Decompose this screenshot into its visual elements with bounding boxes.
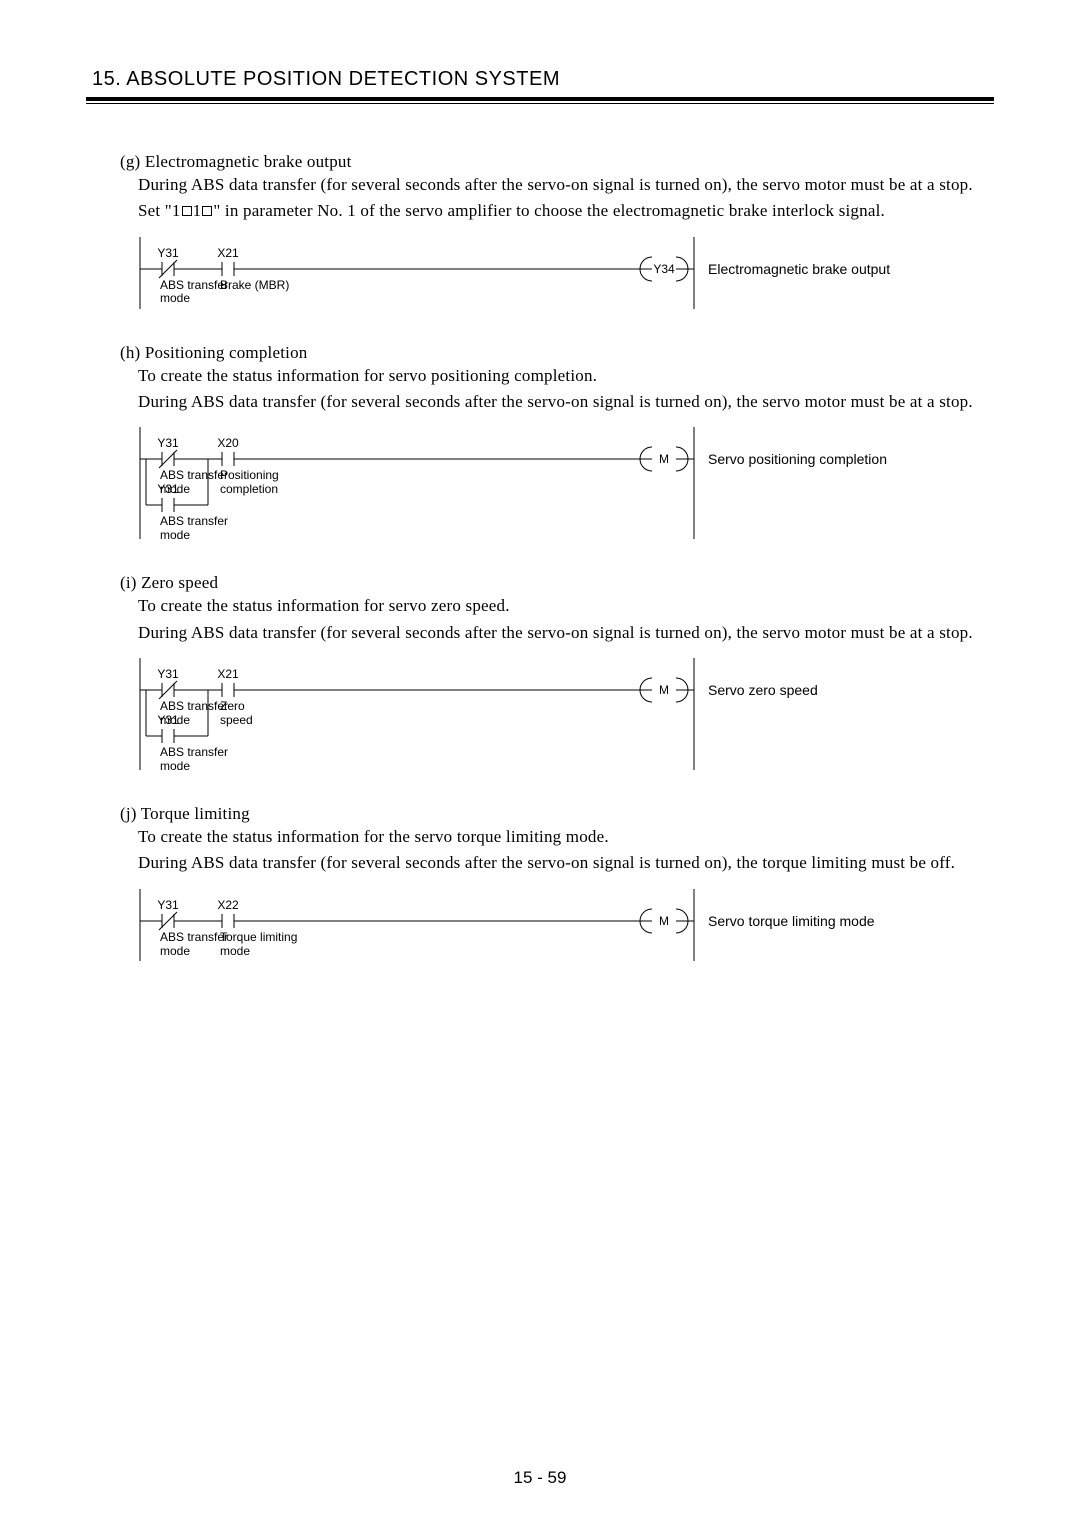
section-i-para1: To create the status information for ser… xyxy=(138,596,510,615)
contact-label: Torque limiting mode xyxy=(220,931,297,959)
output-description: Servo positioning completion xyxy=(708,451,887,467)
section-i-body: To create the status information for ser… xyxy=(120,593,994,646)
section-g-para2-mid: 1 xyxy=(193,201,202,220)
svg-text:M: M xyxy=(659,914,669,928)
section-h: (h) Positioning completion To create the… xyxy=(86,343,994,544)
svg-text:M: M xyxy=(659,452,669,466)
contact-label: ABS transfer mode xyxy=(160,700,228,728)
thick-rule xyxy=(86,97,994,101)
diagram-j: M Y31 X22 ABS transfer modeTorque limiting … xyxy=(138,885,954,965)
section-g-para2-prefix: Set "1 xyxy=(138,201,181,220)
section-g-heading: (g) Electromagnetic brake output xyxy=(120,152,994,172)
contact-label: ABS transfer mode xyxy=(160,279,228,307)
contact-label: ABS transfer mode xyxy=(160,746,228,774)
svg-text:Y31: Y31 xyxy=(157,667,179,681)
section-j-para1: To create the status information for the… xyxy=(138,827,609,846)
param-box-icon xyxy=(202,206,212,216)
section-g-body: During ABS data transfer (for several se… xyxy=(120,172,994,225)
section-h-body: To create the status information for ser… xyxy=(120,363,994,416)
svg-text:Y31: Y31 xyxy=(157,246,179,260)
section-g-para2-suffix: " in parameter No. 1 of the servo amplif… xyxy=(213,201,885,220)
section-j: (j) Torque limiting To create the status… xyxy=(86,804,994,965)
svg-text:X21: X21 xyxy=(217,246,239,260)
contact-label: ABS transfer mode xyxy=(160,515,228,543)
contact-label: Positioning completion xyxy=(220,469,279,497)
page-number: 15 - 59 xyxy=(0,1468,1080,1488)
diagram-g: Y34 Y31 X21 ABS transfer modeBrake (MBR) Ele… xyxy=(138,233,954,313)
svg-text:Y31: Y31 xyxy=(157,436,179,450)
svg-text:X22: X22 xyxy=(217,898,239,912)
contact-label: ABS transfer mode xyxy=(160,931,228,959)
chapter-title: 15. ABSOLUTE POSITION DETECTION SYSTEM xyxy=(86,68,994,97)
diagram-i: MY31X21Y31ABS transfer modeZero speedABS… xyxy=(138,654,954,774)
section-j-body: To create the status information for the… xyxy=(120,824,994,877)
contact-label: Zero speed xyxy=(220,700,253,728)
chapter-header: 15. ABSOLUTE POSITION DETECTION SYSTEM xyxy=(86,68,994,104)
contact-label: Brake (MBR) xyxy=(220,279,289,293)
section-i-para2: During ABS data transfer (for several se… xyxy=(138,623,973,642)
thin-rule xyxy=(86,103,994,104)
contact-label: ABS transfer mode xyxy=(160,469,228,497)
section-j-para2: During ABS data transfer (for several se… xyxy=(138,853,955,872)
section-h-para2: During ABS data transfer (for several se… xyxy=(138,392,973,411)
section-h-heading: (h) Positioning completion xyxy=(120,343,994,363)
output-description: Servo zero speed xyxy=(708,682,818,698)
section-j-heading: (j) Torque limiting xyxy=(120,804,994,824)
section-i: (i) Zero speed To create the status info… xyxy=(86,573,994,774)
param-box-icon xyxy=(182,206,192,216)
svg-text:Y31: Y31 xyxy=(157,898,179,912)
svg-text:Y34: Y34 xyxy=(653,262,675,276)
svg-text:M: M xyxy=(659,683,669,697)
output-description: Electromagnetic brake output xyxy=(708,261,890,277)
diagram-h: MY31X20Y31ABS transfer modePositioning c… xyxy=(138,423,954,543)
svg-text:X20: X20 xyxy=(217,436,239,450)
section-i-heading: (i) Zero speed xyxy=(120,573,994,593)
svg-text:X21: X21 xyxy=(217,667,239,681)
output-description: Servo torque limiting mode xyxy=(708,913,875,929)
section-h-para1: To create the status information for ser… xyxy=(138,366,597,385)
section-g: (g) Electromagnetic brake output During … xyxy=(86,152,994,313)
section-g-para1: During ABS data transfer (for several se… xyxy=(138,175,973,194)
